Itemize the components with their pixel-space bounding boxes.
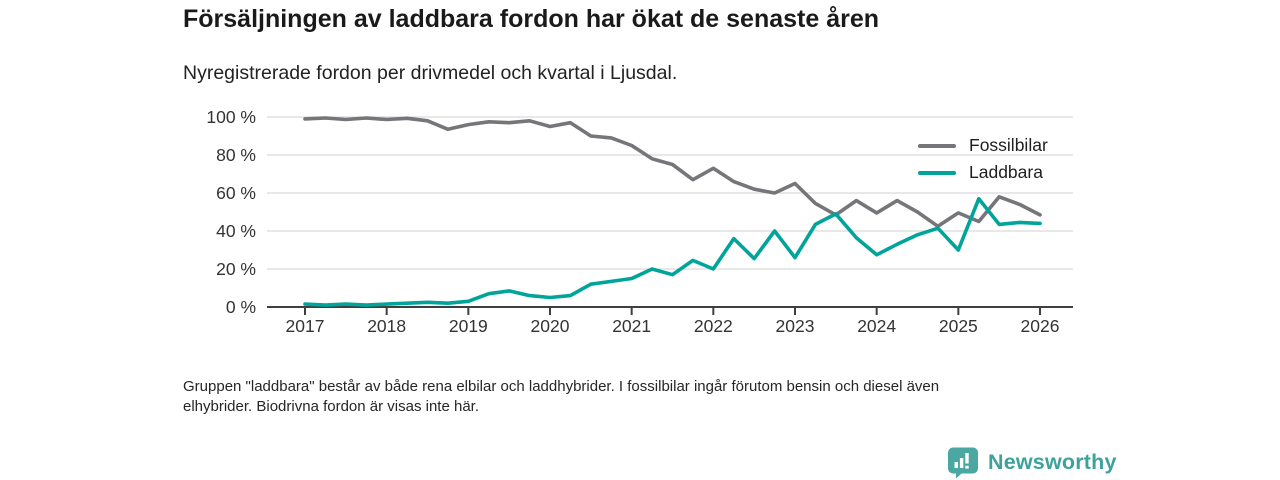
laddbara-line [303, 196, 1042, 307]
x-tick-label: 2023 [776, 316, 815, 336]
newsworthy-wordmark: Newsworthy [988, 450, 1117, 474]
x-tick-label: 2017 [286, 316, 325, 336]
chart-footnote: Gruppen "laddbara" består av både rena e… [183, 377, 1083, 417]
y-tick-label: 40 % [216, 221, 256, 241]
newsworthy-branding: Newsworthy [947, 446, 1117, 479]
footnote-line-1: Gruppen "laddbara" består av både rena e… [183, 378, 940, 395]
x-tick-label: 2024 [857, 316, 896, 336]
logo-bar-medium [959, 458, 964, 468]
logo-exclamation-dot [965, 465, 969, 469]
x-tick-label: 2019 [449, 316, 488, 336]
x-tick-label: 2018 [367, 316, 406, 336]
y-axis-labels: 0 % 20 % 40 % 60 % 80 % 100 % [206, 107, 256, 317]
y-tick-label: 60 % [216, 183, 256, 203]
legend-label-fossilbilar: Fossilbilar [969, 135, 1048, 155]
newsworthy-logo-icon [948, 447, 978, 479]
x-tick-label: 2021 [612, 316, 651, 336]
x-tick-label: 2022 [694, 316, 733, 336]
x-axis-ticks: 2017 2018 2019 2020 2021 2022 2023 2024 2025 2026 [286, 308, 1060, 336]
legend-item-laddbara: Laddbara [918, 159, 1048, 186]
footnote-line-2: elhybrider. Biodrivna fordon är visas in… [183, 398, 479, 415]
y-tick-label: 20 % [216, 259, 256, 279]
chart-title: Försäljningen av laddbara fordon har öka… [183, 5, 880, 33]
y-tick-label: 80 % [216, 145, 256, 165]
logo-bar-tall [965, 453, 969, 464]
chart-subtitle: Nyregistrerade fordon per drivmedel och … [183, 62, 678, 84]
x-tick-label: 2020 [531, 316, 570, 336]
legend-item-fossilbilar: Fossilbilar [918, 132, 1048, 159]
x-tick-label: 2026 [1021, 316, 1060, 336]
legend-swatch-laddbara [918, 170, 956, 175]
fossilbilar-line [303, 116, 1042, 229]
logo-bar-small [954, 462, 958, 468]
x-tick-label: 2025 [939, 316, 978, 336]
y-tick-label: 100 % [206, 107, 256, 127]
legend: Fossilbilar Laddbara [918, 132, 1048, 186]
y-tick-label: 0 % [226, 297, 256, 317]
legend-label-laddbara: Laddbara [969, 162, 1043, 182]
legend-swatch-fossilbilar [918, 143, 956, 148]
